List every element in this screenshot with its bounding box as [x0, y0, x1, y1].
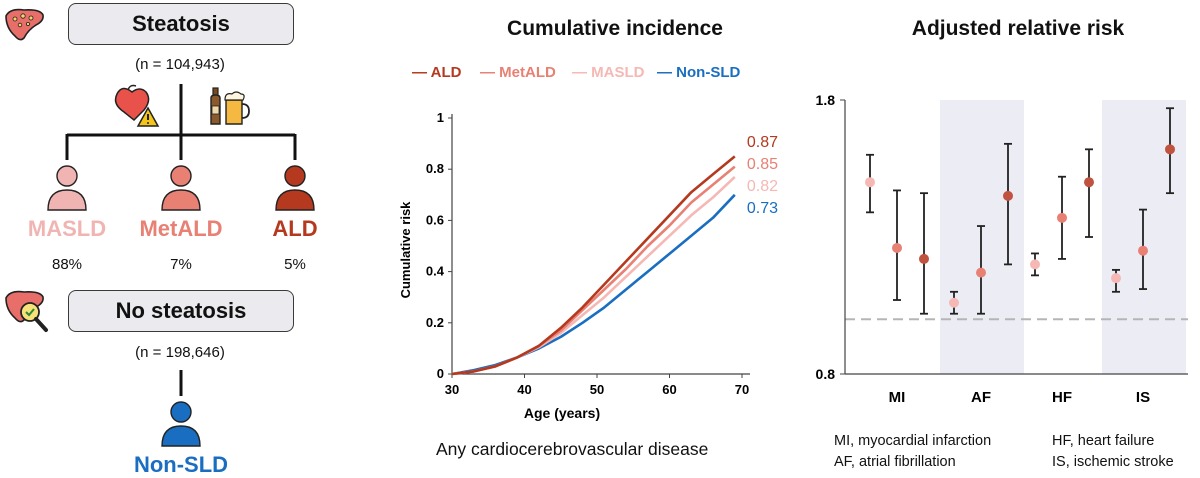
rr-category-label: HF: [1052, 389, 1072, 406]
no-steatosis-count: (n = 198,646): [135, 344, 225, 361]
relative-risk-chart: 0.8 1.8 MI AF HF IS: [816, 92, 1188, 406]
rr-y-tick-label: 1.8: [816, 92, 836, 108]
legend-nonsld-line: —: [657, 64, 677, 81]
inc-x-tick-label: 50: [590, 382, 604, 397]
group-pct-metald: 7%: [170, 256, 192, 273]
inc-y-tick-label: 0.6: [426, 212, 444, 227]
group-pct-masld: 88%: [51, 256, 83, 273]
group-pct-ald: 5%: [284, 256, 306, 273]
inc-x-tick-label: 30: [445, 382, 459, 397]
rr-point-is-ald: [1165, 144, 1175, 155]
inc-y-tick-label: 0: [437, 366, 444, 381]
rr-y-tick-label: 0.8: [816, 366, 836, 382]
steatosis-count: (n = 104,943): [135, 56, 225, 73]
rr-shaded-band: [1102, 100, 1186, 374]
rr-point-hf-ald: [1084, 177, 1094, 188]
liver-icon: [5, 8, 44, 41]
rr-point-af-ald: [1003, 190, 1013, 201]
rr-point-mi-masld: [865, 177, 875, 188]
legend-metald-label: MetALD: [499, 64, 556, 81]
inc-final-value-label: 0.82: [747, 178, 778, 195]
nonsld-person-icon: [161, 401, 201, 447]
legend-masld: — MASLD: [572, 64, 645, 81]
rr-category-label: IS: [1136, 389, 1150, 406]
inc-y-tick-label: 0.4: [426, 264, 445, 279]
ald-person-icon: [275, 165, 315, 211]
abbrev-mi: MI, myocardial infarction: [834, 433, 992, 449]
rr-point-hf-masld: [1030, 259, 1040, 270]
inc-x-tick-label: 70: [735, 382, 749, 397]
legend-ald: — ALD: [412, 64, 461, 81]
rr-category-label: AF: [971, 389, 991, 406]
legend-ald-label: ALD: [430, 64, 462, 81]
inc-series-line-ald: [451, 155, 736, 376]
metald-person-icon: [161, 165, 201, 211]
abbrev-hf: HF, heart failure: [1052, 433, 1155, 449]
legend-masld-label: MASLD: [591, 64, 645, 81]
no-steatosis-box: No steatosis: [68, 290, 294, 332]
cumulative-title: Cumulative incidence: [507, 17, 723, 40]
alcohol-icon: [210, 87, 250, 125]
flow-connectors: [65, 84, 297, 396]
masld-person-icon: [47, 165, 87, 211]
inc-final-value-label: 0.85: [747, 156, 778, 173]
legend-ald-line: —: [412, 64, 431, 81]
steatosis-box: Steatosis: [68, 3, 294, 45]
legend-metald: — MetALD: [480, 64, 556, 81]
inc-final-value-label: 0.87: [747, 134, 778, 151]
inc-series-line-metald: [451, 165, 736, 376]
inc-ylabel: Cumulative risk: [398, 201, 413, 299]
rr-point-is-masld: [1111, 273, 1121, 284]
rr-point-af-masld: [949, 297, 959, 308]
abbrev-is: IS, ischemic stroke: [1052, 454, 1174, 470]
cumulative-subtitle: Any cardiocerebrovascular disease: [436, 439, 709, 459]
inc-y-tick-label: 0.2: [426, 315, 444, 330]
relative-risk-title: Adjusted relative risk: [911, 17, 1125, 40]
abbrev-af: AF, atrial fibrillation: [834, 454, 956, 470]
inc-final-value-label: 0.73: [747, 200, 778, 217]
heart-warning-icon: [114, 84, 160, 127]
group-label-nonsld: Non-SLD: [133, 452, 229, 477]
legend-nonsld: — Non-SLD: [657, 64, 740, 81]
rr-point-af-metald: [976, 267, 986, 278]
rr-point-hf-metald: [1057, 212, 1067, 223]
rr-point-mi-ald: [919, 253, 929, 264]
rr-point-is-metald: [1138, 245, 1148, 256]
legend-masld-line: —: [572, 64, 592, 81]
no-steatosis-label: No steatosis: [115, 298, 247, 323]
legend-metald-line: —: [480, 64, 500, 81]
inc-xlabel: Age (years): [524, 405, 600, 421]
liver-magnifier-icon: [5, 290, 48, 332]
rr-point-mi-metald: [892, 242, 902, 253]
group-label-metald: MetALD: [139, 216, 223, 241]
inc-x-tick-label: 60: [662, 382, 676, 397]
rr-category-label: MI: [889, 389, 906, 406]
legend-nonsld-label: Non-SLD: [676, 64, 741, 81]
cumulative-incidence-chart: Cumulative risk Age (years) 0 0.2 0.4 0.6 0.…: [398, 110, 778, 421]
steatosis-label: Steatosis: [132, 11, 230, 36]
inc-y-tick-label: 0.8: [426, 161, 444, 176]
group-label-ald: ALD: [272, 216, 318, 241]
inc-x-tick-label: 40: [517, 382, 531, 397]
group-label-masld: MASLD: [27, 216, 107, 241]
rr-shaded-band: [940, 100, 1024, 374]
inc-y-tick-label: 1: [437, 110, 444, 125]
inc-series-line-nonsld: [451, 193, 736, 376]
inc-series-line-masld: [451, 175, 736, 376]
